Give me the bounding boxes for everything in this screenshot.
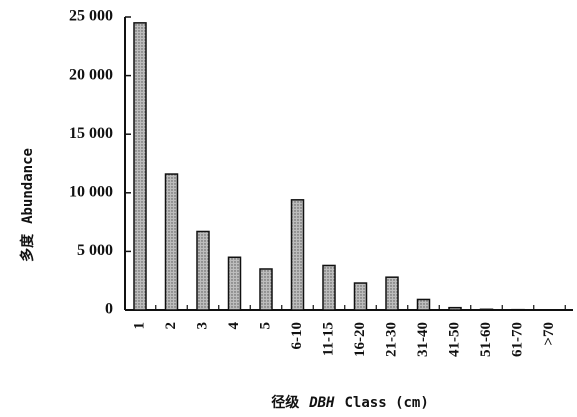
y-tick-label: 0 — [105, 301, 113, 318]
bar-51-60 — [479, 308, 494, 311]
bar-21-30 — [385, 276, 399, 311]
bar-5 — [259, 268, 273, 311]
x-tick-label: 41-50 — [446, 322, 462, 357]
y-tick-label: 15 000 — [69, 125, 113, 142]
y-tick-label: 10 000 — [69, 183, 113, 200]
x-tick-label: 1 — [131, 322, 147, 330]
x-tick-label: 16-20 — [352, 322, 368, 357]
x-tick-label: 21-30 — [383, 322, 399, 357]
bar-16-20 — [353, 282, 368, 311]
x-tick-label: 61-70 — [509, 322, 525, 357]
x-tick-label: 3 — [194, 322, 210, 330]
bar-11-15 — [322, 264, 336, 311]
x-tick-label: 6-10 — [289, 322, 305, 350]
bar-2 — [164, 173, 179, 311]
bars — [133, 22, 525, 311]
x-tick-label: 2 — [163, 322, 179, 330]
y-axis-label-cn: 多度 — [19, 233, 36, 262]
x-tick-label: 31-40 — [415, 322, 431, 357]
x-axis-label-italic: DBH — [308, 395, 335, 411]
y-axis-label-en: Abundance — [20, 148, 36, 224]
y-axis-label: 多度 Abundance — [19, 148, 36, 262]
x-tick-label: 4 — [226, 322, 242, 330]
x-axis-label-cn: 径级 — [271, 394, 300, 411]
y-tick-label: 25 000 — [69, 8, 113, 25]
y-axis: 0 5 000 10 000 15 000 20 000 25 000 — [69, 8, 131, 318]
bar-3 — [196, 230, 210, 311]
x-tick-label: 11-15 — [320, 322, 336, 356]
bar-6-10 — [290, 199, 305, 311]
bar-1 — [133, 22, 147, 311]
bar-31-40 — [416, 298, 431, 311]
x-axis-label-en: Class (cm) — [345, 395, 429, 411]
x-axis-label: 径级 DBH Class (cm) — [271, 394, 429, 411]
y-tick-label: 20 000 — [69, 66, 113, 83]
bar-41-50 — [448, 306, 462, 311]
x-tick-label: 5 — [257, 322, 273, 330]
x-axis: 1 2 3 4 5 6-10 11-15 16-20 21-30 31-40 41-50 51-60 6… — [125, 305, 573, 357]
y-tick-label: 5 000 — [77, 242, 113, 259]
x-tick-label: 51-60 — [478, 322, 494, 357]
bar-4 — [227, 256, 242, 311]
svg-text:多度 Abundance: 多度 Abundance — [19, 148, 36, 262]
x-tick-label: >70 — [541, 322, 557, 346]
